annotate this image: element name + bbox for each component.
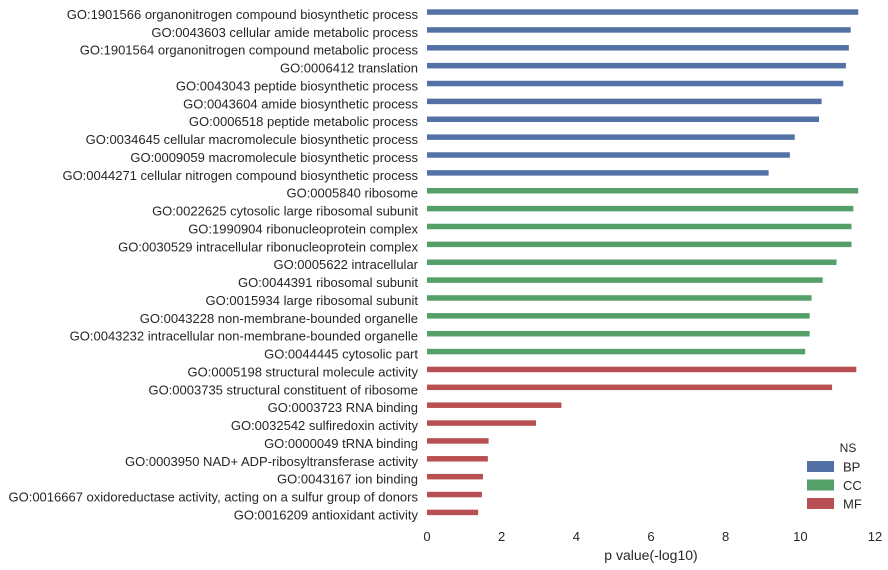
bar-mf [427, 366, 857, 373]
legend-label-bp: BP [843, 460, 860, 475]
bar-cc [427, 348, 806, 355]
bar-mf [427, 384, 833, 391]
bar-cc [427, 313, 810, 319]
bar-cc [427, 277, 823, 283]
category-label: GO:0005840 ribosome [286, 186, 418, 201]
bar-bp [427, 152, 790, 158]
category-label: GO:0006412 translation [280, 61, 418, 76]
category-label: GO:0000049 tRNA binding [264, 436, 418, 451]
bar-cc [427, 295, 812, 301]
bar-bp [427, 9, 859, 15]
category-label: GO:0043043 peptide biosynthetic process [176, 78, 419, 93]
bar-bp [427, 45, 849, 51]
category-label: GO:0044391 ribosomal subunit [238, 275, 418, 290]
x-tick-label: 10 [793, 529, 807, 544]
category-label: GO:0034645 cellular macromolecule biosyn… [86, 132, 419, 147]
x-tick-label: 12 [868, 529, 882, 544]
category-label: GO:0043232 intracellular non-membrane-bo… [70, 329, 418, 344]
bar-mf [427, 438, 489, 444]
category-label: GO:0043604 amide biosynthetic process [183, 96, 418, 111]
bar-cc [427, 330, 810, 337]
bar-bp [427, 62, 846, 69]
legend-swatch-bp [807, 461, 834, 472]
category-label: GO:0003950 NAD+ ADP-ribosyltransferase a… [125, 454, 418, 469]
legend-title: NS [840, 441, 857, 455]
x-tick-label: 4 [573, 529, 580, 544]
category-label: GO:0044445 cytosolic part [264, 347, 418, 362]
bar-cc [427, 188, 859, 194]
x-axis-ticks: 0 2 4 6 8 10 12 [423, 529, 882, 544]
category-label: GO:0015934 large ribosomal subunit [206, 293, 419, 308]
legend-label-cc: CC [843, 478, 862, 493]
category-label: GO:0005622 intracellular [273, 257, 418, 272]
category-label: GO:0044271 cellular nitrogen compound bi… [62, 168, 418, 183]
category-label: GO:0022625 cytosolic large ribosomal sub… [152, 204, 418, 219]
category-label: GO:0032542 sulfiredoxin activity [231, 418, 419, 433]
category-label: GO:1990904 ribonucleoprotein complex [188, 221, 418, 236]
x-tick-label: 0 [423, 529, 430, 544]
category-label: GO:0016209 antioxidant activity [234, 507, 419, 522]
bar-mf [427, 473, 483, 480]
category-label: GO:0030529 intracellular ribonucleoprote… [118, 239, 418, 254]
legend-label-mf: MF [843, 497, 862, 512]
x-tick-label: 2 [498, 529, 505, 544]
category-label: GO:0043228 non-membrane-bounded organell… [140, 311, 418, 326]
category-label: GO:0005198 structural molecule activity [188, 364, 419, 379]
bar-cc [427, 223, 852, 230]
category-label: GO:0003723 RNA binding [268, 400, 418, 415]
bar-bp [427, 116, 819, 123]
category-label: GO:0006518 peptide metabolic process [189, 114, 419, 129]
legend: NS BP CC MF [807, 441, 862, 512]
category-label: GO:1901564 organonitrogen compound metab… [80, 43, 419, 58]
legend-swatch-mf [807, 498, 834, 509]
bar-mf [427, 402, 562, 408]
category-labels: GO:1901566 organonitrogen compound biosy… [8, 7, 418, 522]
category-label: GO:1901566 organonitrogen compound biosy… [67, 7, 419, 22]
bar-cc [427, 259, 837, 265]
x-axis-title: p value(-log10) [604, 547, 697, 563]
category-label: GO:0009059 macromolecule biosynthetic pr… [130, 150, 418, 165]
bar-bp [427, 134, 795, 140]
bar-bp [427, 98, 822, 105]
bars [427, 9, 859, 516]
x-tick-label: 6 [647, 529, 654, 544]
category-label: GO:0016667 oxidoreductase activity, acti… [8, 489, 418, 504]
category-label: GO:0043603 cellular amide metabolic proc… [151, 25, 418, 40]
bar-bp [427, 27, 851, 33]
bar-cc [427, 205, 854, 212]
x-tick-label: 8 [722, 529, 729, 544]
legend-swatch-cc [807, 479, 834, 491]
category-label: GO:0003735 structural constituent of rib… [148, 382, 418, 397]
category-label: GO:0043167 ion binding [277, 472, 418, 487]
bar-bp [427, 80, 844, 87]
bar-mf [427, 420, 537, 426]
bar-mf [427, 456, 488, 462]
bar-cc [427, 241, 852, 248]
bar-mf [427, 491, 482, 498]
bar-bp [427, 170, 769, 176]
bar-mf [427, 509, 479, 516]
